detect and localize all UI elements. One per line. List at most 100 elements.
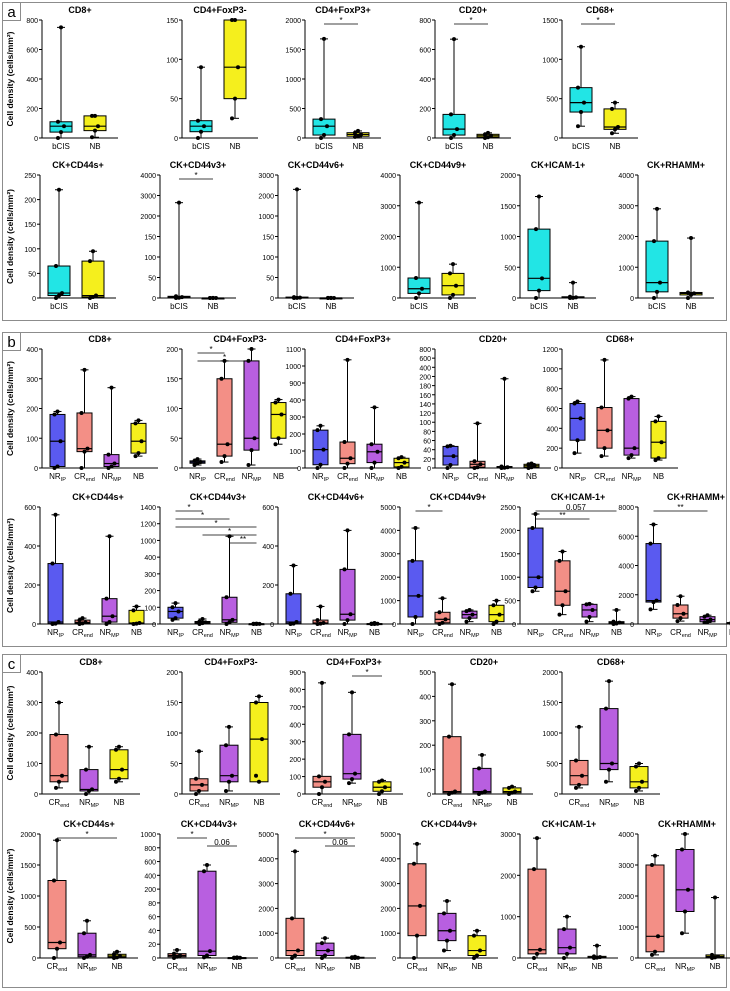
x-tick-label: CRend [72,628,93,639]
subplot-title: CD4+FoxP3+ [335,334,391,344]
x-tick-label: NB [253,798,264,807]
data-point [318,604,323,609]
x-tick-label: NRMP [79,798,99,809]
y-tick-label: 100 [419,768,431,775]
x-tick-label: NB [113,798,124,807]
subplot-title: CK+ICAM-1+ [551,492,606,502]
y-axis-label: Cell density (cells/mm²) [5,685,15,780]
x-tick-label: NRMP [675,962,695,973]
data-point [613,100,617,105]
data-point [369,621,374,626]
y-tick-label: 600 [144,860,156,867]
data-point [617,620,622,625]
data-point [326,295,330,300]
data-point [57,779,61,784]
data-point [195,461,200,466]
data-point [56,620,61,625]
x-tick-subscript: end [606,477,615,483]
x-tick-subscript: MP [231,633,240,639]
data-point [329,295,333,300]
x-tick-subscript: IP [201,477,207,483]
data-point [450,790,454,795]
x-tick-subscript: IP [581,477,587,483]
data-point [702,614,707,619]
data-point [713,895,717,900]
data-point [372,405,377,410]
x-tick-main: CR [189,798,201,807]
box [312,118,336,136]
subplot-c-ck-cd44v9-: CK+CD44v9+ 0 1000 2000 3000 4000 5000 CRend NRMP… [380,819,498,973]
data-point [653,419,658,424]
subplot-title: CK+CD44v3+ [181,819,238,829]
x-tick-label: NB [471,962,482,971]
data-point [326,948,330,953]
y-tick-label: 300 [419,719,431,726]
data-point [610,106,614,111]
y-tick-label: 1400 [140,505,156,512]
x-tick-label: bCIS [410,302,428,311]
data-point [472,459,477,464]
x-tick-subscript: MP [471,633,480,639]
y-tick-label: 0 [427,136,431,143]
y-tick-label: 100 [26,762,38,769]
data-point [172,951,176,956]
y-tick-label: 100 [144,605,156,612]
data-point [532,867,536,872]
significance-label: * [365,668,368,677]
x-tick-main: CR [74,472,86,481]
data-point [60,291,64,296]
subplot-a-ck-cd44v9-: CK+CD44v9+ 0 1000 2000 3000 4000 bCIS NB [380,160,476,311]
data-point [650,952,654,957]
x-tick-subscript: end [86,477,95,483]
box [488,604,505,623]
x-tick-main: bCIS [410,302,428,311]
x-tick-main: NB [325,302,336,311]
x-tick-subscript: MP [633,477,642,483]
data-point [452,37,456,42]
x-tick-label: NB [709,962,720,971]
data-point [356,128,360,133]
x-tick-main: NB [709,962,720,971]
box [81,260,105,298]
x-tick-main: NR [472,798,484,807]
data-point [177,295,181,300]
data-point [602,357,607,362]
data-point [653,949,657,954]
significance-label: * [187,503,190,512]
x-tick-label: CRend [407,962,428,973]
data-point [652,296,656,300]
y-tick-label: 150 [166,701,178,708]
y-tick-label: 0 [32,956,36,963]
data-point [414,296,418,300]
box [221,596,238,623]
x-tick-label: NB [567,302,578,311]
x-tick-label: CRend [467,472,488,483]
data-point [565,914,569,919]
data-point [82,956,86,960]
subplot-title: CD4+FoxP3- [204,657,257,667]
y-tick-label: 1200 [140,522,156,529]
x-tick-label: NB [111,962,122,971]
data-point [136,451,141,456]
subplot-a-cd20-: CD20+ 0 200 400 600 800 bCIS NB * [419,5,511,151]
data-point [77,622,82,626]
data-point [507,785,511,790]
data-point [442,911,446,916]
data-point [325,124,329,129]
data-point [607,767,611,772]
data-point [257,779,261,784]
data-point [502,376,507,381]
data-point [230,18,234,22]
data-point [475,465,480,470]
y-tick-label: 0 [512,956,516,963]
box [79,769,99,792]
y-tick-label: 1000 [380,599,396,606]
data-point [356,955,360,960]
x-tick-main: NR [100,628,112,637]
subplot-c-cd4-foxp3-: CD4+FoxP3+ 0 100 200 300 400 700 800 900 CRend NRM… [289,657,403,809]
data-point [230,773,234,778]
subplot-title: CK+CD44v6+ [308,492,365,502]
x-tick-main: NB [113,798,124,807]
data-point [475,953,479,958]
y-tick-label: 200 [26,407,38,414]
